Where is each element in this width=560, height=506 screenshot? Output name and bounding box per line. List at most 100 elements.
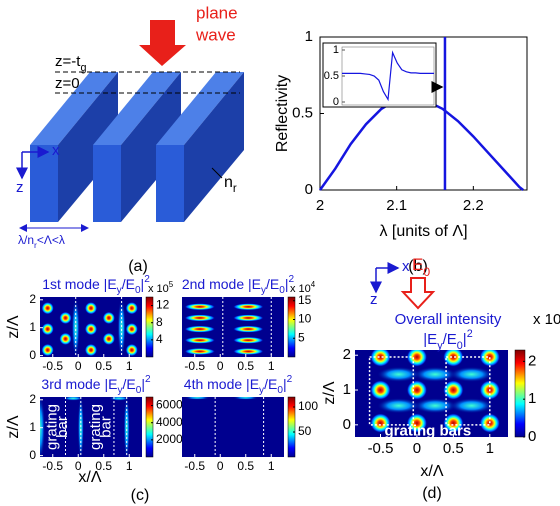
x-tick-label: 1 [268, 359, 275, 373]
y-axis-label: Reflectivity [274, 75, 291, 152]
map-title: 3rd mode |Ey/E0|2 [41, 374, 151, 396]
colorbar-tick-label: 4000 [156, 415, 183, 429]
colorbar-tick-label: 2000 [156, 432, 183, 446]
panel-label: (d) [422, 485, 442, 502]
y-axis-label: z/Λ [5, 315, 22, 338]
heat-blob [185, 315, 216, 322]
colorbar-tick-label: 6000 [156, 398, 183, 412]
bar-label: bar [97, 416, 114, 438]
heat-blob [42, 323, 54, 335]
x-tick-label: -0.5 [42, 459, 63, 473]
text-part: 3rd mode |E [41, 376, 117, 392]
heat-blob [450, 367, 494, 382]
label: wave [195, 25, 236, 44]
text-part: E [412, 255, 423, 274]
x-tick-label: 0 [75, 359, 82, 373]
x-tick-label: 1 [126, 459, 133, 473]
y-tick-label: 1 [29, 420, 36, 434]
text-part: 2 [467, 328, 473, 340]
axis-label: x [52, 142, 60, 159]
data-line [320, 98, 523, 190]
text-part: /E [122, 276, 135, 292]
label: nr [224, 174, 237, 195]
heat-blob [233, 348, 264, 355]
x-tick-label: 0.5 [95, 359, 112, 373]
x-tick-label: 0 [217, 359, 224, 373]
heat-blob [233, 303, 264, 310]
colorbar [288, 297, 295, 357]
heat-blob [59, 312, 71, 324]
x-axis-label: x/Λ [78, 469, 101, 486]
colorbar-tick-label: 1 [528, 390, 536, 407]
heat-blob [126, 302, 138, 314]
text-part: 2 [289, 274, 295, 285]
heat-blob [185, 326, 216, 333]
colorbar [288, 397, 295, 457]
x-tick-label: 0.5 [237, 459, 254, 473]
heat-blob [126, 323, 138, 335]
x-axis-label: x/Λ [420, 463, 443, 480]
axis-label: z [16, 179, 24, 196]
x-tick-label: 0.5 [237, 359, 254, 373]
text-part: <Λ<λ [37, 233, 65, 247]
y-tick-label: 1 [305, 28, 313, 45]
map-title: 4th mode |Ey/E0|2 [184, 374, 293, 396]
bar-label: grating bars [385, 423, 472, 440]
colorbar-tick-label: 50 [298, 424, 312, 438]
heat-blob [42, 344, 54, 356]
inset-tick-label: 0 [333, 96, 339, 108]
y-tick-label: 0 [29, 348, 36, 362]
field-arrow [403, 278, 433, 308]
y-tick-label: 1 [29, 320, 36, 334]
x-tick-label: 1 [268, 459, 275, 473]
y-tick-label: 2 [29, 392, 36, 406]
plane-wave-arrow [139, 20, 186, 66]
label: λ/nr<Λ<λ [18, 233, 65, 250]
panel-label: (a) [128, 258, 148, 275]
heatmap-bg [182, 397, 284, 457]
y-tick-label: 1 [343, 381, 351, 398]
x-tick-label: -0.5 [184, 459, 205, 473]
text-part: /E [443, 331, 457, 348]
formula: |Ey/E0|2 [423, 328, 472, 352]
x-tick-label: -0.5 [42, 359, 63, 373]
text-part: 5 [169, 280, 174, 289]
y-tick-label: 2 [29, 292, 36, 306]
x-tick-label: 2 [316, 197, 324, 214]
heat-blob [85, 323, 97, 335]
heat-blob [233, 396, 259, 399]
text-part: x 10 [533, 311, 560, 328]
heat-blob [103, 312, 115, 324]
heat-blob [85, 302, 97, 314]
axis-label: z [370, 291, 378, 308]
heat-blob [63, 396, 83, 400]
label: plane [196, 3, 238, 22]
x-tick-label: -0.5 [184, 359, 205, 373]
x-tick-label: 2.1 [386, 197, 407, 214]
title: Overall intensity [395, 311, 502, 328]
x-tick-label: 0.5 [443, 440, 464, 457]
colorbar-tick-label: 100 [298, 399, 318, 413]
grating-bars [30, 72, 279, 222]
y-tick-label: 0.5 [292, 104, 313, 121]
x-tick-label: -0.5 [368, 440, 394, 457]
y-tick-label: 0 [305, 181, 313, 198]
text-part: z=0 [55, 75, 80, 92]
colorbar-tick-label: 0 [528, 428, 536, 445]
text-part: /E [266, 276, 279, 292]
y-tick-label: 0 [29, 448, 36, 462]
map-title: 1st mode |Ey/E0|2 [42, 274, 150, 296]
heat-blob [370, 380, 390, 399]
text-part: x 10 [148, 283, 169, 295]
colorbar-tick-label: 5 [298, 330, 305, 344]
x-axis-label: λ [units of Λ] [379, 223, 467, 240]
colorbar-scale: x 105 [148, 280, 174, 295]
x-tick-label: 0 [217, 459, 224, 473]
heat-blob [233, 326, 264, 333]
y-tick-label: 0 [343, 416, 351, 433]
heat-blob [185, 337, 216, 344]
heat-blob [233, 315, 264, 322]
text-part: /E [264, 376, 277, 392]
text-part: 2 [144, 274, 150, 285]
inset-tick-label: 1 [333, 44, 339, 56]
